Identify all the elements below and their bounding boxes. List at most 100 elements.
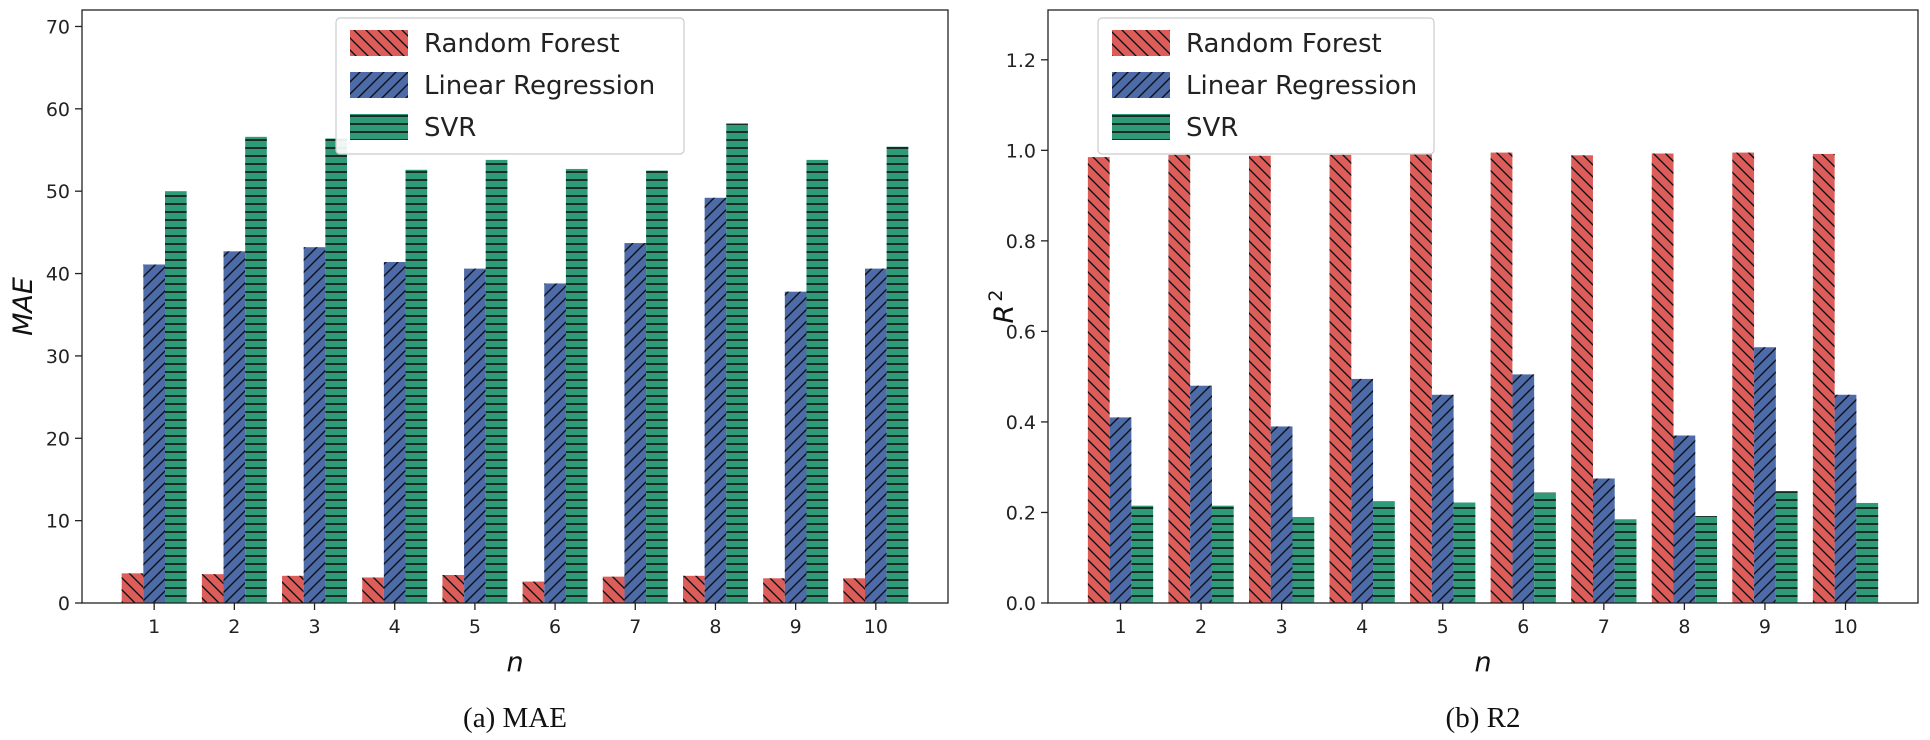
r2-ticks: 0.0 0.2 0.4 0.6 0.8 1.0 1.2 1 2 3 4 5 6 7 8 9 10	[1006, 50, 1858, 638]
mae-bar-hatch	[223, 251, 246, 603]
r2-bar-svr	[1292, 516, 1315, 603]
r2-xtick-label: 5	[1437, 616, 1449, 638]
r2-legend-entry-svr: SVR	[1112, 113, 1238, 143]
mae-bar-hatch	[682, 575, 705, 603]
mae-bar-hatch	[121, 573, 144, 603]
r2-bar-hatch	[1211, 505, 1234, 603]
r2-bar-svr	[1856, 502, 1879, 603]
r2-bar-svr	[1614, 519, 1637, 603]
r2-bar-hatch	[1695, 516, 1718, 603]
r2-bar-hatch	[1490, 152, 1513, 603]
r2-legend-entry-random-forest: Random Forest	[1112, 29, 1382, 59]
mae-bar-hatch	[383, 262, 406, 603]
mae-plot-frame	[81, 9, 949, 604]
r2-ytick-label: 0.2	[1006, 502, 1036, 524]
r2-bar-svr	[1534, 492, 1556, 603]
r2-legend-entry-linear-regression: Linear Regression	[1112, 71, 1417, 101]
r2-ytick-label: 0.4	[1006, 412, 1036, 434]
mae-legend-swatch-hatch	[350, 72, 408, 98]
r2-bar-svr	[1775, 491, 1798, 603]
mae-ytick-label: 30	[46, 346, 70, 368]
mae-legend-swatch-hatch	[350, 114, 408, 140]
r2-bar-random-forest	[1168, 154, 1191, 603]
r2-bar-hatch	[1292, 516, 1315, 603]
r2-bar-hatch	[1856, 502, 1879, 603]
r2-xtick-label: 9	[1759, 616, 1771, 638]
mae-xtick-label: 7	[629, 616, 641, 638]
r2-xtick-label: 3	[1276, 616, 1288, 638]
mae-xtick-label: 9	[790, 616, 802, 638]
mae-bars	[121, 123, 909, 604]
mae-bar-hatch	[143, 264, 165, 603]
r2-bar-hatch	[1614, 519, 1637, 603]
mae-bar-hatch	[282, 575, 304, 603]
mae-bar-svr	[726, 123, 748, 604]
mae-xtick-label: 8	[709, 616, 721, 638]
r2-bar-hatch	[1131, 505, 1154, 603]
r2-bar-random-forest	[1732, 152, 1755, 603]
r2-x-axis-label: n	[1474, 647, 1491, 678]
mae-bar-svr	[646, 170, 668, 603]
mae-bar-hatch	[886, 146, 909, 603]
r2-bar-linear-regression	[1754, 347, 1776, 603]
r2-ytick-label: 0.0	[1006, 593, 1036, 615]
mae-bar-hatch	[201, 574, 224, 603]
r2-bar-hatch	[1812, 153, 1835, 603]
mae-bar-linear-regression	[784, 291, 807, 603]
mae-xtick-label: 3	[308, 616, 320, 638]
mae-legend: Random Forest Linear Regression SVR	[335, 17, 685, 155]
mae-bar-svr	[245, 136, 267, 603]
r2-bar-hatch	[1732, 152, 1755, 603]
mae-xtick-label: 2	[228, 616, 240, 638]
mae-ytick-label: 10	[46, 511, 70, 533]
mae-legend-label: Linear Regression	[424, 71, 655, 101]
r2-bar-linear-regression	[1190, 385, 1212, 603]
r2-bar-svr	[1453, 502, 1476, 603]
mae-bar-linear-regression	[383, 262, 406, 603]
r2-bar-random-forest	[1087, 157, 1110, 603]
mae-ytick-label: 50	[46, 181, 70, 203]
mae-bar-svr	[806, 159, 829, 603]
mae-bar-hatch	[245, 136, 267, 603]
r2-xtick-label: 10	[1833, 616, 1857, 638]
r2-bar-linear-regression	[1834, 394, 1857, 603]
mae-bar-hatch	[325, 138, 348, 603]
r2-legend-swatch-hatch	[1112, 114, 1170, 140]
mae-bar-svr	[886, 146, 909, 603]
mae-bar-hatch	[442, 574, 465, 603]
r2-xtick-label: 2	[1195, 616, 1207, 638]
r2-bar-linear-regression	[1109, 417, 1132, 603]
mae-bar-svr	[325, 138, 348, 603]
mae-bar-svr	[485, 159, 508, 603]
mae-bar-hatch	[303, 247, 326, 603]
mae-bar-hatch	[763, 578, 785, 603]
r2-ytick-label: 0.8	[1006, 231, 1036, 253]
mae-bar-linear-regression	[464, 268, 486, 603]
mae-bar-svr	[405, 169, 428, 603]
r2-y-axis-label-base: R	[989, 305, 1020, 324]
mae-bar-hatch	[843, 578, 866, 603]
mae-bar-linear-regression	[624, 243, 647, 603]
r2-bar-hatch	[1373, 501, 1395, 603]
r2-legend-box	[1097, 17, 1435, 155]
r2-bar-svr	[1695, 516, 1718, 603]
mae-bar-random-forest	[442, 574, 465, 603]
r2-bar-linear-regression	[1270, 426, 1293, 603]
r2-bar-random-forest	[1490, 152, 1513, 603]
mae-bar-hatch	[865, 268, 887, 603]
mae-ytick-label: 20	[46, 428, 70, 450]
mae-bar-hatch	[405, 169, 428, 603]
mae-y-axis-label: MAE	[8, 277, 39, 336]
r2-bar-hatch	[1248, 155, 1271, 603]
r2-bar-hatch	[1351, 378, 1374, 603]
r2-caption: (b) R2	[1446, 702, 1521, 734]
r2-bar-hatch	[1592, 478, 1615, 603]
r2-ytick-label: 0.6	[1006, 321, 1036, 343]
mae-bar-random-forest	[843, 578, 866, 603]
r2-bar-hatch	[1190, 385, 1212, 603]
mae-bar-svr	[565, 168, 588, 603]
r2-bar-hatch	[1410, 153, 1432, 603]
mae-ytick-label: 60	[46, 99, 70, 121]
r2-bar-hatch	[1168, 154, 1191, 603]
mae-legend-entry-svr: SVR	[350, 113, 476, 143]
